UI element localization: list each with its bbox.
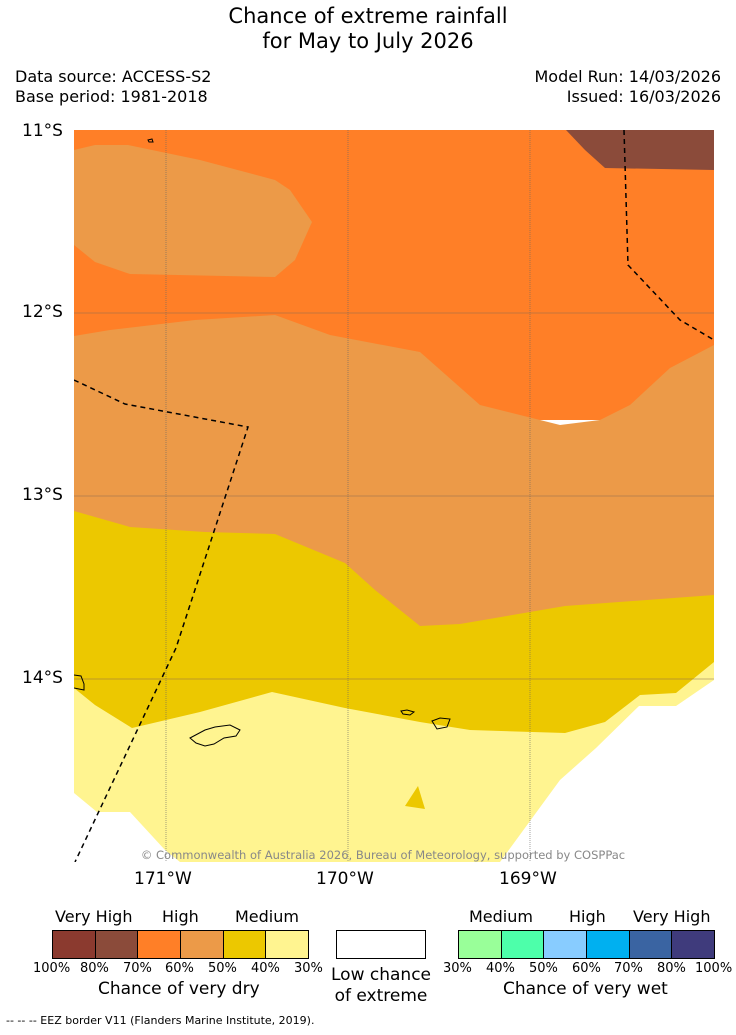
legend-dry-tick-100: 100% bbox=[33, 961, 71, 976]
island-swains bbox=[147, 138, 154, 143]
legend-wet-tick-50: 50% bbox=[529, 961, 558, 976]
no-data-bottom-right bbox=[500, 680, 714, 862]
legend-dry-tick-80: 80% bbox=[80, 961, 109, 976]
eez-border-east bbox=[623, 130, 714, 341]
legend-wet-tick-30: 30% bbox=[443, 961, 472, 976]
island-tau bbox=[431, 717, 451, 730]
lat-label-13s: 13°S bbox=[22, 485, 63, 505]
legend-dry-swatch-5 bbox=[223, 931, 267, 958]
legend-wet-colorbar bbox=[458, 930, 715, 959]
legend-wet-tick-80: 80% bbox=[657, 961, 686, 976]
legend-wet-caption: Chance of very wet bbox=[503, 979, 668, 999]
legend-wet-swatch-4 bbox=[587, 931, 630, 958]
legend-dry-tick-40: 40% bbox=[251, 961, 280, 976]
legend-low-caption-line-2: of extreme bbox=[334, 986, 428, 1006]
legend-dry-tick-50: 50% bbox=[208, 961, 237, 976]
legend-dry-tick-30: 30% bbox=[294, 961, 323, 976]
legend-wet-tick-60: 60% bbox=[572, 961, 601, 976]
model-run: Model Run: 14/03/2026 bbox=[534, 67, 722, 86]
legend-wet-heading-high: High bbox=[569, 907, 606, 926]
forecast-map: © Commonwealth of Australia 2026, Bureau… bbox=[74, 130, 714, 862]
lat-label-11s: 11°S bbox=[22, 121, 63, 141]
title-line-1: Chance of extreme rainfall bbox=[228, 4, 508, 28]
lon-label-170w: 170°W bbox=[316, 869, 374, 889]
legend-dry-heading-medium: Medium bbox=[235, 907, 299, 926]
legend-wet-tick-100: 100% bbox=[695, 961, 733, 976]
zone-medium-dry-50-patch bbox=[405, 786, 425, 809]
legend-dry-caption: Chance of very dry bbox=[98, 979, 260, 999]
legend-dry-swatch-2 bbox=[95, 931, 139, 958]
island-ofu bbox=[400, 709, 416, 716]
legend-dry-swatch-3 bbox=[138, 931, 182, 958]
no-data-bottom-left bbox=[74, 793, 180, 862]
legend-dry-tick-60: 60% bbox=[165, 961, 194, 976]
legend-dry-swatch-4 bbox=[181, 931, 224, 958]
issued-date: Issued: 16/03/2026 bbox=[566, 87, 721, 106]
legend-wet-swatch-6 bbox=[672, 931, 715, 958]
legend-wet-swatch-5 bbox=[629, 931, 673, 958]
legend-dry-swatch-6 bbox=[266, 931, 309, 958]
meta-right: Model Run: 14/03/2026 Issued: 16/03/2026 bbox=[535, 67, 722, 107]
title-line-2: for May to July 2026 bbox=[262, 29, 474, 53]
legend-wet-tick-70: 70% bbox=[614, 961, 643, 976]
legend-wet-swatch-1 bbox=[459, 931, 502, 958]
legend-dry-colorbar bbox=[52, 930, 309, 959]
legend-low-caption-line-1: Low chance bbox=[331, 965, 431, 985]
legend-wet-tick-40: 40% bbox=[486, 961, 515, 976]
legend-wet-heading-very-high: Very High bbox=[633, 907, 711, 926]
zone-very-high-dry bbox=[566, 130, 714, 170]
lat-label-14s: 14°S bbox=[22, 668, 63, 688]
lon-label-169w: 169°W bbox=[499, 869, 557, 889]
eez-border-west bbox=[74, 379, 249, 862]
legend-low-caption: Low chance of extreme bbox=[324, 965, 438, 1007]
legend-dry-heading-very-high: Very High bbox=[55, 907, 133, 926]
map-title: Chance of extreme rainfall for May to Ju… bbox=[0, 4, 736, 54]
base-period: Base period: 1981-2018 bbox=[15, 87, 208, 106]
lat-label-12s: 12°S bbox=[22, 302, 63, 322]
legend-low-swatch bbox=[336, 930, 426, 959]
legend-wet-swatch-3 bbox=[544, 931, 588, 958]
map-credit: © Commonwealth of Australia 2026, Bureau… bbox=[141, 848, 625, 862]
data-source: Data source: ACCESS-S2 bbox=[15, 67, 212, 86]
island-tutuila bbox=[189, 724, 241, 747]
legend-wet-swatch-2 bbox=[501, 931, 545, 958]
eez-footnote: -- -- -- EEZ border V11 (Flanders Marine… bbox=[6, 1014, 315, 1027]
zone-high-dry-60-north bbox=[74, 145, 312, 277]
meta-left: Data source: ACCESS-S2 Base period: 1981… bbox=[15, 67, 211, 107]
legend-dry-swatch-1 bbox=[53, 931, 96, 958]
graticule-lat bbox=[74, 312, 714, 680]
lon-label-171w: 171°W bbox=[134, 869, 192, 889]
island-west-edge bbox=[74, 674, 85, 691]
legend-wet-heading-medium: Medium bbox=[469, 907, 533, 926]
legend-dry-tick-70: 70% bbox=[123, 961, 152, 976]
legend-dry-heading-high: High bbox=[162, 907, 199, 926]
